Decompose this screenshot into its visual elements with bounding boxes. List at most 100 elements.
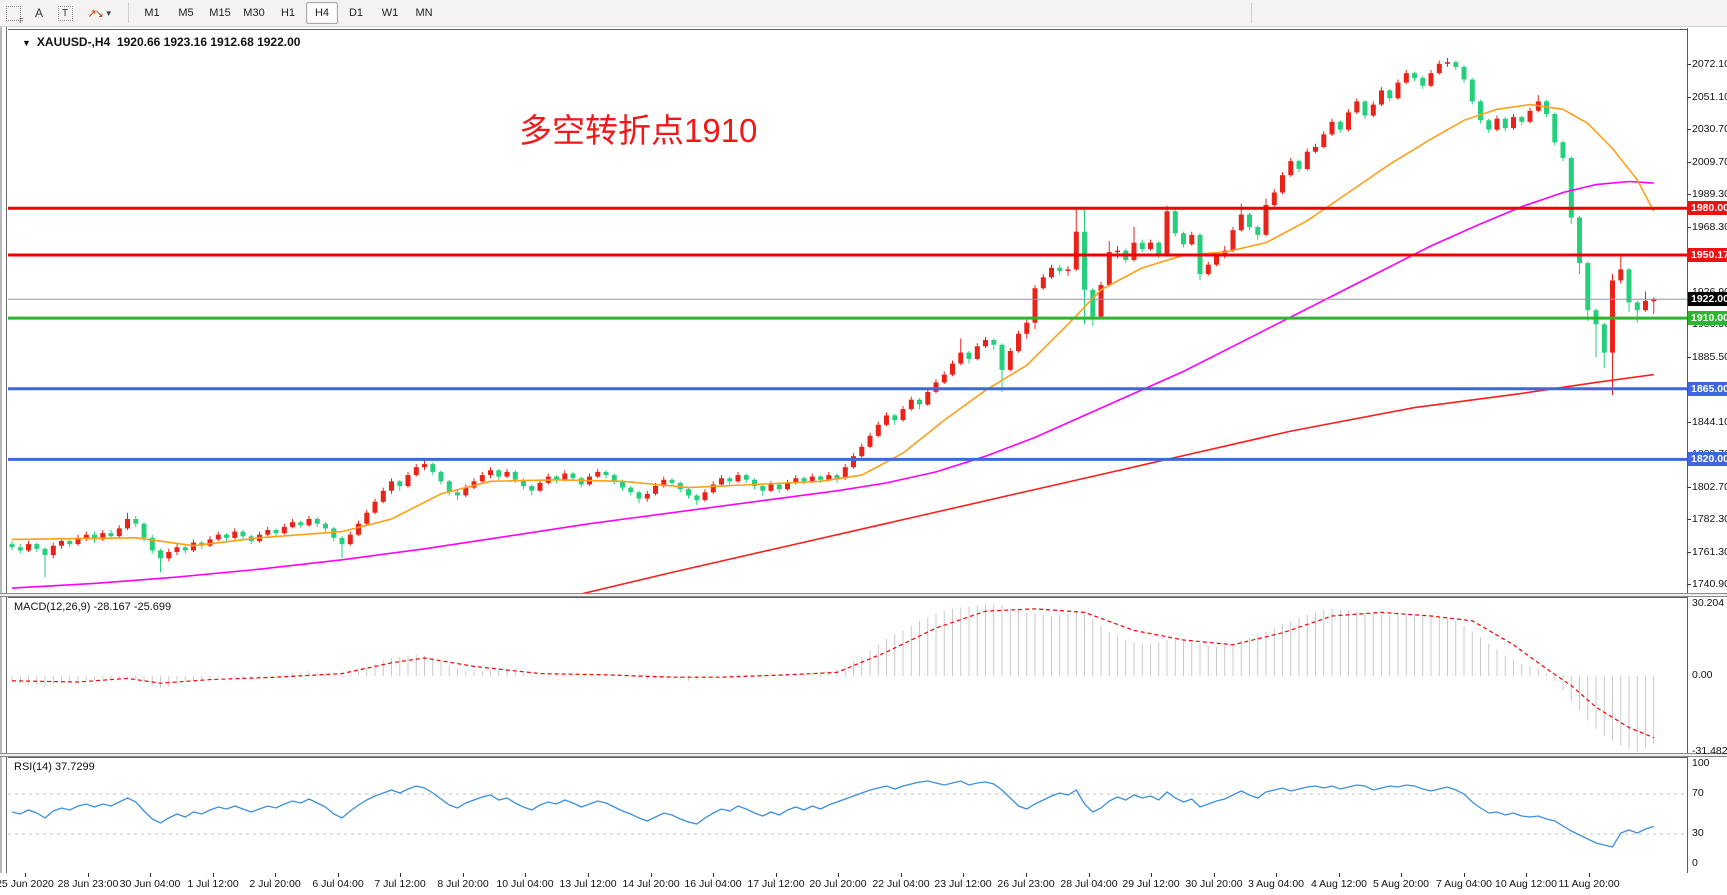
time-tick-mark <box>1401 873 1402 877</box>
level-price-tag-1980.00: 1980.00 <box>1688 201 1727 215</box>
main-chart-panel[interactable]: ▼ XAUUSD-,H4 1920.66 1923.16 1912.68 1922… <box>8 29 1687 595</box>
price-tick-label: 1989.30 <box>1692 188 1727 200</box>
arrow-objects-icon[interactable]: ↗↘ ▼ <box>80 3 120 23</box>
time-tick-label: 28 Jun 23:00 <box>57 878 119 890</box>
symbol-period-label: XAUUSD-,H4 <box>36 35 111 49</box>
macd-signal-line <box>11 608 1655 739</box>
price-tick-label: 1885.50 <box>1692 351 1727 363</box>
time-tick-mark <box>1339 873 1340 877</box>
time-tick-label: 20 Jul 20:00 <box>809 878 867 890</box>
time-tick-mark <box>275 873 276 877</box>
time-tick-mark <box>1151 873 1152 877</box>
text-label-icon[interactable]: A <box>28 3 50 23</box>
text-tool-icon[interactable]: T <box>54 3 76 23</box>
time-tick-mark <box>1089 873 1090 877</box>
price-tick-label: 2072.10 <box>1692 58 1727 70</box>
tf-button-h4[interactable]: H4 <box>306 2 338 24</box>
tf-button-m5[interactable]: M5 <box>178 7 194 19</box>
time-tick-label: 16 Jul 04:00 <box>684 878 742 890</box>
price-tick-mark <box>1687 64 1691 65</box>
time-tick-mark <box>838 873 839 877</box>
macd-plot[interactable] <box>8 598 1687 754</box>
price-tick-label: 1740.90 <box>1692 578 1727 590</box>
rsi-plot[interactable] <box>8 758 1687 874</box>
tf-button-mn[interactable]: MN <box>415 7 433 19</box>
time-tick-label: 23 Jul 12:00 <box>934 878 992 890</box>
rsi-line <box>11 780 1655 848</box>
chart-annotation-text: 多空转折点1910 <box>519 112 758 149</box>
time-tick-label: 6 Jul 04:00 <box>312 878 364 890</box>
ohlc-values: 1920.66 1923.16 1912.68 1922.00 <box>116 35 301 49</box>
time-tick-label: 1 Jul 12:00 <box>187 878 239 890</box>
tf-button-m15[interactable]: M15 <box>209 7 231 19</box>
time-tick-mark <box>588 873 589 877</box>
time-tick-label: 5 Aug 20:00 <box>1372 878 1430 890</box>
time-axis[interactable]: 25 Jun 2020 28 Jun 23:00 30 Jun 04:00 1 Jul… <box>0 873 1727 895</box>
level-price-tag-1910.00: 1910.00 <box>1688 311 1727 325</box>
chart-title: ▼ XAUUSD-,H4 1920.66 1923.16 1912.68 1922… <box>22 35 300 49</box>
price-tick-mark <box>1687 584 1691 585</box>
arrows-glyph: ↗↘ <box>87 7 104 20</box>
time-tick-label: 8 Jul 20:00 <box>437 878 489 890</box>
level-price-tag-1922.00: 1922.00 <box>1688 292 1727 306</box>
panel-splitter-2[interactable] <box>0 753 1727 757</box>
level-price-tag-1865.00: 1865.00 <box>1688 382 1727 396</box>
price-tick-mark <box>1687 487 1691 488</box>
time-tick-label: 30 Jun 04:00 <box>119 878 181 890</box>
time-tick-label: 7 Jul 12:00 <box>374 878 426 890</box>
timeframe-button-group: M1 M5 M15 M30 H1 H4 D1 W1 MN <box>135 2 441 24</box>
ma-red-slow <box>577 373 1654 594</box>
time-tick-label: 22 Jul 04:00 <box>872 878 930 890</box>
toolbar-separator-right <box>1251 3 1252 23</box>
rsi-panel[interactable]: RSI(14) 37.7299 <box>8 757 1687 875</box>
time-tick-mark <box>150 873 151 877</box>
price-tick-mark <box>1687 519 1691 520</box>
price-tick-mark <box>1687 194 1691 195</box>
time-tick-mark <box>400 873 401 877</box>
panel-splitter-1[interactable] <box>0 593 1727 597</box>
macd-axis-label: 0.00 <box>1692 669 1713 681</box>
macd-histogram <box>11 603 1655 752</box>
price-tick-mark <box>1687 552 1691 553</box>
rsi-axis-label: 70 <box>1692 787 1704 799</box>
dropdown-caret-icon: ▼ <box>104 8 113 18</box>
time-tick-mark <box>1276 873 1277 877</box>
time-tick-label: 10 Jul 04:00 <box>496 878 554 890</box>
tf-button-m1[interactable]: M1 <box>144 7 160 19</box>
tf-button-w1[interactable]: W1 <box>381 7 399 19</box>
panel-left-border <box>6 27 7 873</box>
grid-glyph <box>5 5 24 25</box>
tf-button-h1[interactable]: H1 <box>280 7 296 19</box>
window-left-edge <box>0 27 2 895</box>
symbol-dropdown-icon[interactable]: ▼ <box>22 38 31 48</box>
time-tick-mark <box>901 873 902 877</box>
time-tick-label: 11 Aug 20:00 <box>1558 878 1620 890</box>
ma-magenta-medium <box>11 180 1654 589</box>
tf-button-m30[interactable]: M30 <box>243 7 265 19</box>
price-tick-mark <box>1687 97 1691 98</box>
price-tick-mark <box>1687 227 1691 228</box>
time-tick-mark <box>1214 873 1215 877</box>
time-tick-mark <box>1526 873 1527 877</box>
price-axis-border <box>1687 28 1688 873</box>
time-tick-label: 4 Aug 12:00 <box>1310 878 1368 890</box>
candlestick-plot[interactable] <box>8 30 1687 594</box>
price-tick-label: 1968.30 <box>1692 221 1727 233</box>
macd-panel[interactable]: MACD(12,26,9) -28.167 -25.699 <box>8 597 1687 755</box>
time-tick-label: 26 Jul 23:00 <box>997 878 1055 890</box>
price-tick-label: 2051.10 <box>1692 91 1727 103</box>
level-price-tag-1820.00: 1820.00 <box>1688 452 1727 466</box>
price-tick-mark <box>1687 422 1691 423</box>
horizontal-levels[interactable] <box>8 206 1687 461</box>
rsi-axis-label: 100 <box>1692 757 1710 769</box>
letter-a-glyph: A <box>34 6 43 20</box>
tf-button-d1[interactable]: D1 <box>348 7 364 19</box>
rsi-axis-label: 0 <box>1692 857 1698 869</box>
time-tick-mark <box>1464 873 1465 877</box>
crosshair-grid-icon[interactable] <box>2 3 24 25</box>
time-tick-mark <box>963 873 964 877</box>
time-tick-mark <box>88 873 89 877</box>
time-tick-label: 14 Jul 20:00 <box>622 878 680 890</box>
time-tick-mark <box>1026 873 1027 877</box>
